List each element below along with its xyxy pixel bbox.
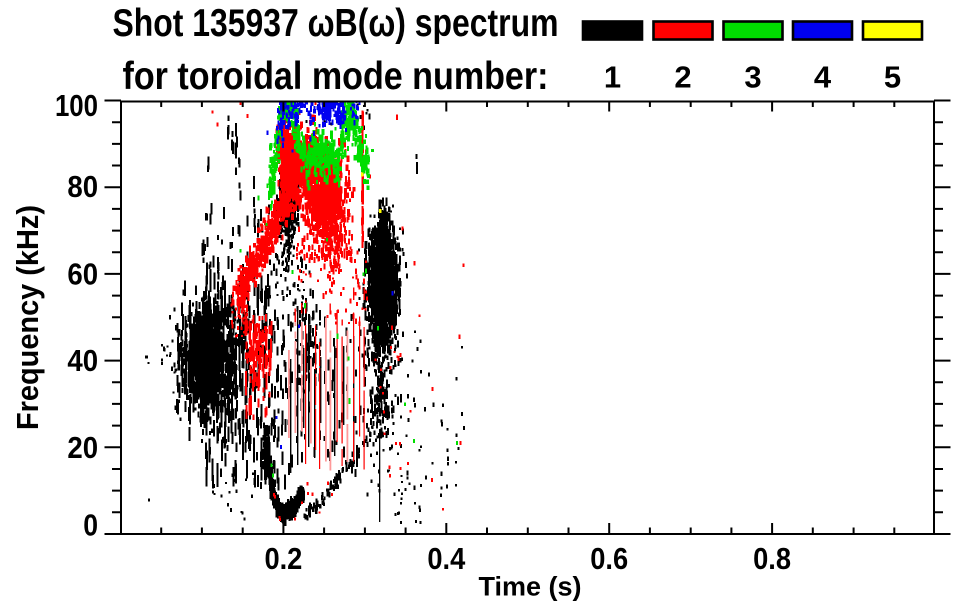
svg-text:for toroidal mode number:: for toroidal mode number: — [123, 55, 549, 98]
svg-text:1: 1 — [604, 60, 621, 95]
svg-text:3: 3 — [744, 60, 761, 95]
svg-text:2: 2 — [674, 60, 691, 95]
svg-text:60: 60 — [67, 257, 98, 292]
svg-text:0: 0 — [83, 507, 98, 542]
svg-text:Frequency (kHz): Frequency (kHz) — [10, 205, 45, 430]
svg-text:80: 80 — [67, 169, 98, 204]
svg-text:100: 100 — [55, 88, 98, 123]
svg-text:4: 4 — [814, 60, 832, 95]
svg-text:Shot 135937 ωB(ω) spectrum: Shot 135937 ωB(ω) spectrum — [113, 2, 559, 45]
svg-text:0.2: 0.2 — [264, 541, 302, 576]
svg-text:0.4: 0.4 — [427, 541, 466, 576]
svg-text:Time (s): Time (s) — [478, 572, 581, 602]
svg-text:20: 20 — [67, 430, 98, 465]
svg-text:40: 40 — [67, 343, 98, 378]
svg-text:5: 5 — [884, 60, 901, 95]
svg-text:0.6: 0.6 — [590, 541, 628, 576]
svg-text:0.8: 0.8 — [753, 541, 791, 576]
